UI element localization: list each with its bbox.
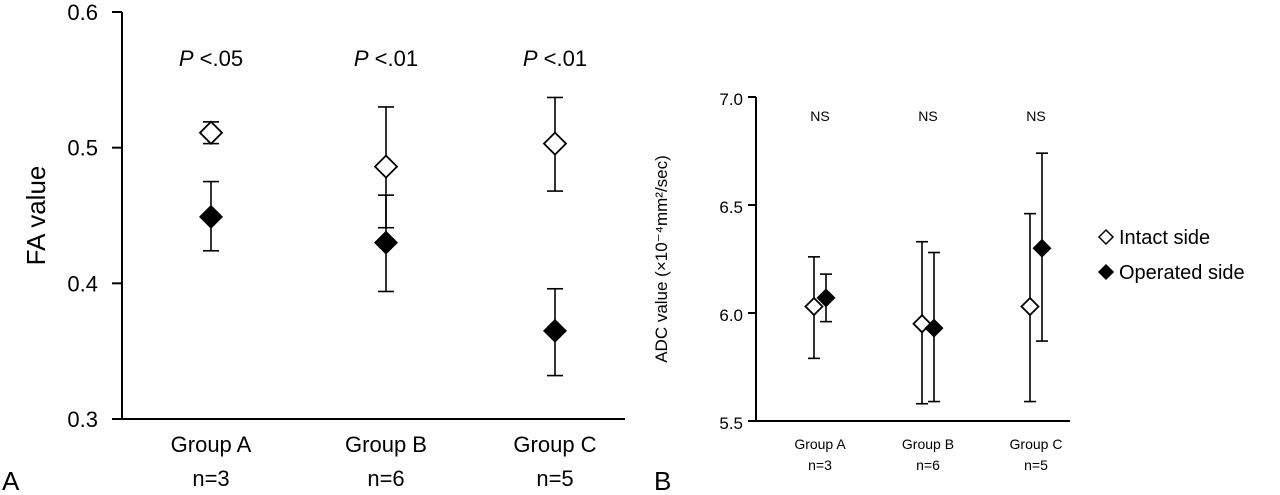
data-point-operated xyxy=(1032,238,1052,258)
category-label: Group A xyxy=(171,432,252,457)
category-label: Group B xyxy=(902,436,954,452)
y-tick-label: 0.6 xyxy=(67,0,98,25)
data-point-intact xyxy=(804,296,824,317)
y-axis-label: ADC value (×10⁻⁴mm²/sec) xyxy=(652,155,671,363)
category-n-label: n=3 xyxy=(192,466,229,491)
legend-marker-intact xyxy=(1097,228,1115,246)
data-point-operated xyxy=(543,318,567,343)
significance-value: <.01 xyxy=(369,46,419,71)
significance-annotation: NS xyxy=(1026,108,1045,124)
panel-label: A xyxy=(2,466,20,495)
legend-label: Operated side xyxy=(1119,262,1245,284)
significance-annotation: P <.05 xyxy=(179,46,243,71)
data-point-intact xyxy=(373,154,399,179)
category-label: Group A xyxy=(794,436,846,452)
data-point-intact xyxy=(542,131,568,156)
y-tick-label: 6.0 xyxy=(719,306,743,325)
y-tick-label: 0.4 xyxy=(67,271,98,296)
p-symbol: P xyxy=(179,46,194,71)
category-label: Group C xyxy=(513,432,596,457)
significance-annotation: P <.01 xyxy=(354,46,418,71)
panel-a-fa-chart: 0.3 0.4 0.5 0.6 FA value A Group A n=3 P <.05 Gro… xyxy=(2,0,625,495)
p-symbol: P xyxy=(523,46,538,71)
category-n-label: n=5 xyxy=(1024,457,1048,473)
data-point-operated xyxy=(816,288,836,308)
y-tick-label: 7.0 xyxy=(719,90,743,109)
y-axis-label: FA value xyxy=(21,166,51,266)
legend: Intact side Operated side xyxy=(1097,227,1245,284)
significance-value: <.05 xyxy=(194,46,244,71)
data-point-operated xyxy=(199,204,223,229)
significance-annotation: P <.01 xyxy=(523,46,587,71)
significance-value: NS xyxy=(1026,108,1045,124)
data-point-intact xyxy=(1020,296,1040,317)
data-point-operated xyxy=(924,318,944,338)
category-n-label: n=3 xyxy=(808,457,832,473)
significance-value: <.01 xyxy=(538,46,588,71)
legend-label: Intact side xyxy=(1119,227,1210,249)
significance-annotation: NS xyxy=(918,108,937,124)
p-symbol: P xyxy=(354,46,369,71)
category-label: Group B xyxy=(345,432,427,457)
y-tick-label: 0.5 xyxy=(67,136,98,161)
category-n-label: n=5 xyxy=(536,466,573,491)
significance-value: NS xyxy=(918,108,937,124)
y-tick-label: 5.5 xyxy=(719,414,743,433)
y-tick-label: 6.5 xyxy=(719,198,743,217)
y-tick-label: 0.3 xyxy=(67,407,98,432)
category-label: Group C xyxy=(1010,436,1063,452)
significance-value: NS xyxy=(810,108,829,124)
legend-marker-operated xyxy=(1097,263,1115,281)
significance-annotation: NS xyxy=(810,108,829,124)
data-point-intact xyxy=(198,120,224,146)
panel-label: B xyxy=(654,466,671,495)
category-n-label: n=6 xyxy=(367,466,404,491)
panel-b-adc-chart: 5.5 6.0 6.5 7.0 ADC value (×10⁻⁴mm²/sec) B Gro… xyxy=(652,90,1070,495)
category-n-label: n=6 xyxy=(916,457,940,473)
data-point-operated xyxy=(374,230,398,255)
